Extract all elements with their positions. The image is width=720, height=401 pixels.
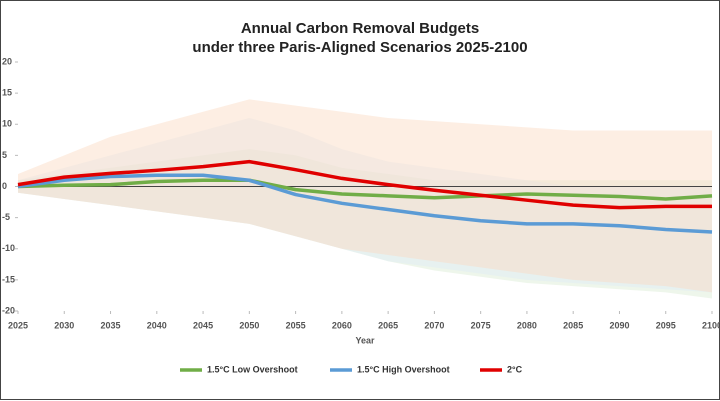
x-tick-label: 2070 bbox=[424, 320, 444, 330]
x-tick-label: 2075 bbox=[471, 320, 491, 330]
x-tick-label: 2050 bbox=[239, 320, 259, 330]
series-line bbox=[17, 159, 712, 210]
chart-title: Annual Carbon Removal Budgets bbox=[241, 20, 479, 37]
x-tick-label: 2065 bbox=[378, 320, 398, 330]
y-tick-label: 15 bbox=[2, 88, 12, 98]
y-tick-label: 20 bbox=[2, 56, 12, 66]
y-tick-label: 10 bbox=[2, 119, 12, 129]
x-tick-label: 2030 bbox=[54, 320, 74, 330]
x-tick-label: 2045 bbox=[193, 320, 213, 330]
x-tick-label: 2035 bbox=[101, 320, 121, 330]
x-tick-label: 2085 bbox=[563, 320, 583, 330]
x-tick-label: 2055 bbox=[286, 320, 306, 330]
legend-label: 1.5°C High Overshoot bbox=[357, 364, 450, 374]
legend-label: 1.5°C Low Overshoot bbox=[207, 364, 298, 374]
x-tick-label: 2100 bbox=[702, 320, 720, 330]
x-tick-label: 2060 bbox=[332, 320, 352, 330]
y-tick-label: 5 bbox=[2, 150, 7, 160]
y-tick-label: 0 bbox=[2, 181, 7, 191]
chart-title: under three Paris-Aligned Scenarios 2025… bbox=[192, 39, 527, 56]
legend-label: 2°C bbox=[507, 364, 523, 374]
x-tick-label: 2025 bbox=[8, 320, 28, 330]
y-tick-label: -5 bbox=[2, 212, 10, 222]
x-axis-label: Year bbox=[355, 335, 375, 345]
x-tick-label: 2095 bbox=[656, 320, 676, 330]
x-tick-label: 2080 bbox=[517, 320, 537, 330]
y-tick-label: -10 bbox=[2, 243, 15, 253]
series-line bbox=[17, 173, 713, 234]
x-tick-label: 2090 bbox=[609, 320, 629, 330]
series-line bbox=[17, 178, 713, 201]
x-tick-label: 2040 bbox=[147, 320, 167, 330]
y-tick-label: -20 bbox=[2, 305, 15, 315]
y-tick-label: -15 bbox=[2, 274, 15, 284]
